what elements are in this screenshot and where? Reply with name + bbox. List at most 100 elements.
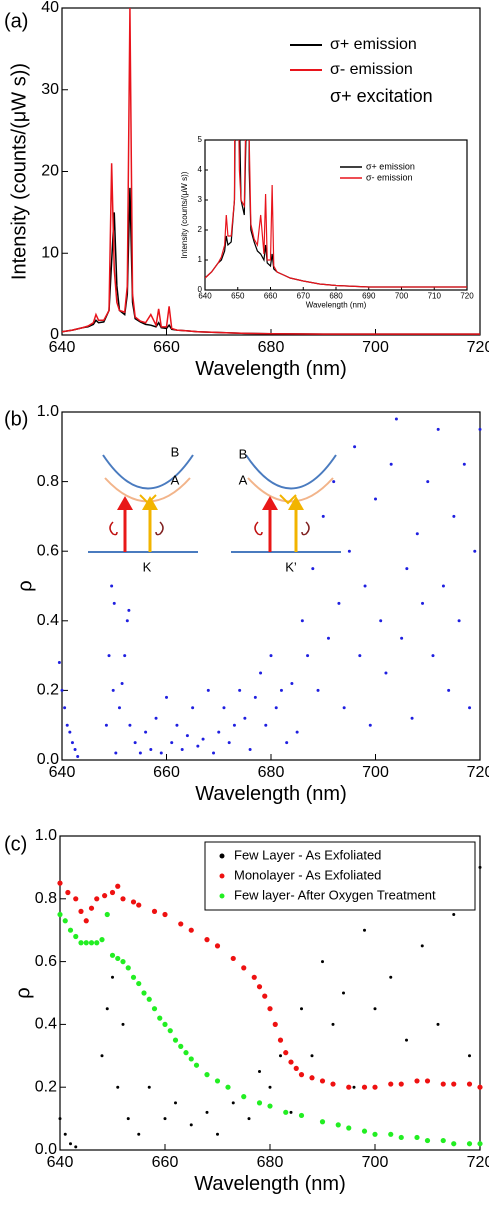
data-point [436,427,440,431]
data-point [60,688,64,692]
data-point [78,940,84,946]
data-point [141,990,147,996]
data-point [300,1007,303,1011]
data-point [94,896,100,902]
data-point [217,730,221,734]
inset-series-line [205,140,467,288]
data-point [478,865,482,869]
data-point [451,1081,457,1087]
x-axis-label: Wavelength (nm) [195,358,347,380]
y-tick-label: 0.8 [35,890,57,907]
data-point [159,751,163,755]
data-point [196,744,200,748]
data-point [389,975,393,979]
data-point [243,716,247,720]
data-point [251,974,257,980]
data-point [368,723,372,727]
legend-label: σ- emission [330,61,413,78]
data-point [76,755,80,759]
data-point [361,1128,368,1134]
data-point [57,911,63,918]
y-tick-label: 0 [198,285,203,294]
data-point [100,1054,104,1058]
data-point [111,688,115,692]
data-point [414,1134,420,1141]
data-point [319,1078,326,1084]
data-point [414,1078,420,1084]
panel-label: (c) [4,833,27,855]
data-point [420,944,424,948]
data-point [57,880,63,886]
data-point [216,1132,219,1136]
x-tick-label: 660 [264,292,278,301]
data-point [73,748,77,752]
data-point [74,1145,78,1149]
data-point [289,1110,293,1114]
x-tick-label: 720 [467,1154,489,1171]
data-point [389,462,393,466]
data-point [373,1007,377,1011]
data-point [247,1117,251,1121]
data-point [342,991,345,995]
data-point [146,996,152,1002]
data-point [206,688,210,692]
data-point [222,706,226,710]
y-tick-label: 1 [198,255,203,264]
x-tick-label: 700 [362,339,389,356]
data-point [478,427,482,431]
data-point [309,1075,315,1081]
data-point [415,532,419,536]
data-point [109,889,116,896]
data-point [58,1117,62,1121]
data-point [363,584,367,588]
data-point [298,1072,305,1078]
y-tick-label: 3 [198,195,203,204]
data-point [384,671,388,675]
plot-frame [61,411,481,761]
data-point [88,905,95,911]
data-point [205,1110,209,1114]
x-tick-label: 680 [258,339,285,356]
data-point [193,1062,200,1068]
y-tick-label: 2 [198,225,203,234]
data-point [151,908,158,914]
data-point [267,1103,273,1109]
data-point [258,1070,261,1073]
data-point [107,654,111,658]
data-point [214,1078,221,1084]
data-point [262,993,268,999]
legend-marker [219,893,225,899]
x-axis-label: Wavelength (nm) [195,783,347,805]
data-point [175,723,179,727]
data-point [201,737,205,741]
data-point [63,1132,67,1136]
data-point [451,1141,457,1147]
data-point [191,706,195,710]
data-point [358,654,362,658]
diagram-label: K [143,559,152,574]
data-point [379,619,383,623]
data-point [212,751,216,755]
y-tick-label: 30 [41,81,59,98]
data-point [288,1059,294,1065]
data-point [398,1081,404,1087]
data-point [73,933,79,940]
y-tick-label: 0.0 [37,751,59,768]
data-point [163,1117,167,1121]
data-point [388,1081,394,1087]
data-point [231,1101,235,1105]
data-point [253,695,257,699]
data-point [353,445,357,449]
data-point [269,654,273,658]
data-point [170,741,174,745]
data-point [295,730,299,734]
legend-label: Few Layer - As Exfoliated [234,847,381,862]
data-point [405,1038,408,1042]
data-point [154,716,158,720]
data-point [69,1142,72,1146]
data-point [67,927,74,933]
y-axis-label: Intensity (counts/(μW s)) [180,171,189,258]
data-point [331,1022,335,1026]
data-point [133,741,137,745]
annotation: σ+ excitation [330,86,433,106]
